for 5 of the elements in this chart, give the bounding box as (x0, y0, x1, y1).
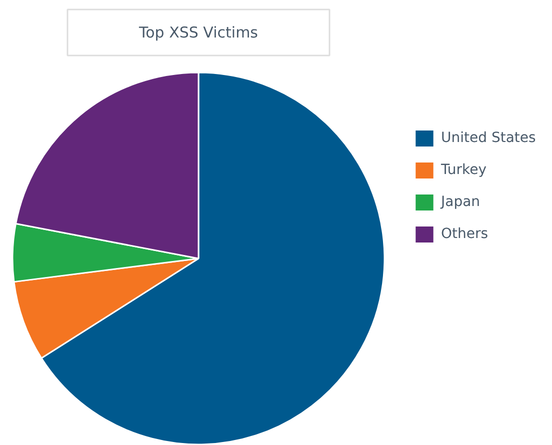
chart-title: Top XSS Victims (138, 24, 258, 42)
legend-label: Others (441, 226, 488, 242)
legend-label: Japan (441, 194, 480, 210)
legend-label: Turkey (441, 162, 487, 178)
legend-label: United States (441, 130, 536, 146)
